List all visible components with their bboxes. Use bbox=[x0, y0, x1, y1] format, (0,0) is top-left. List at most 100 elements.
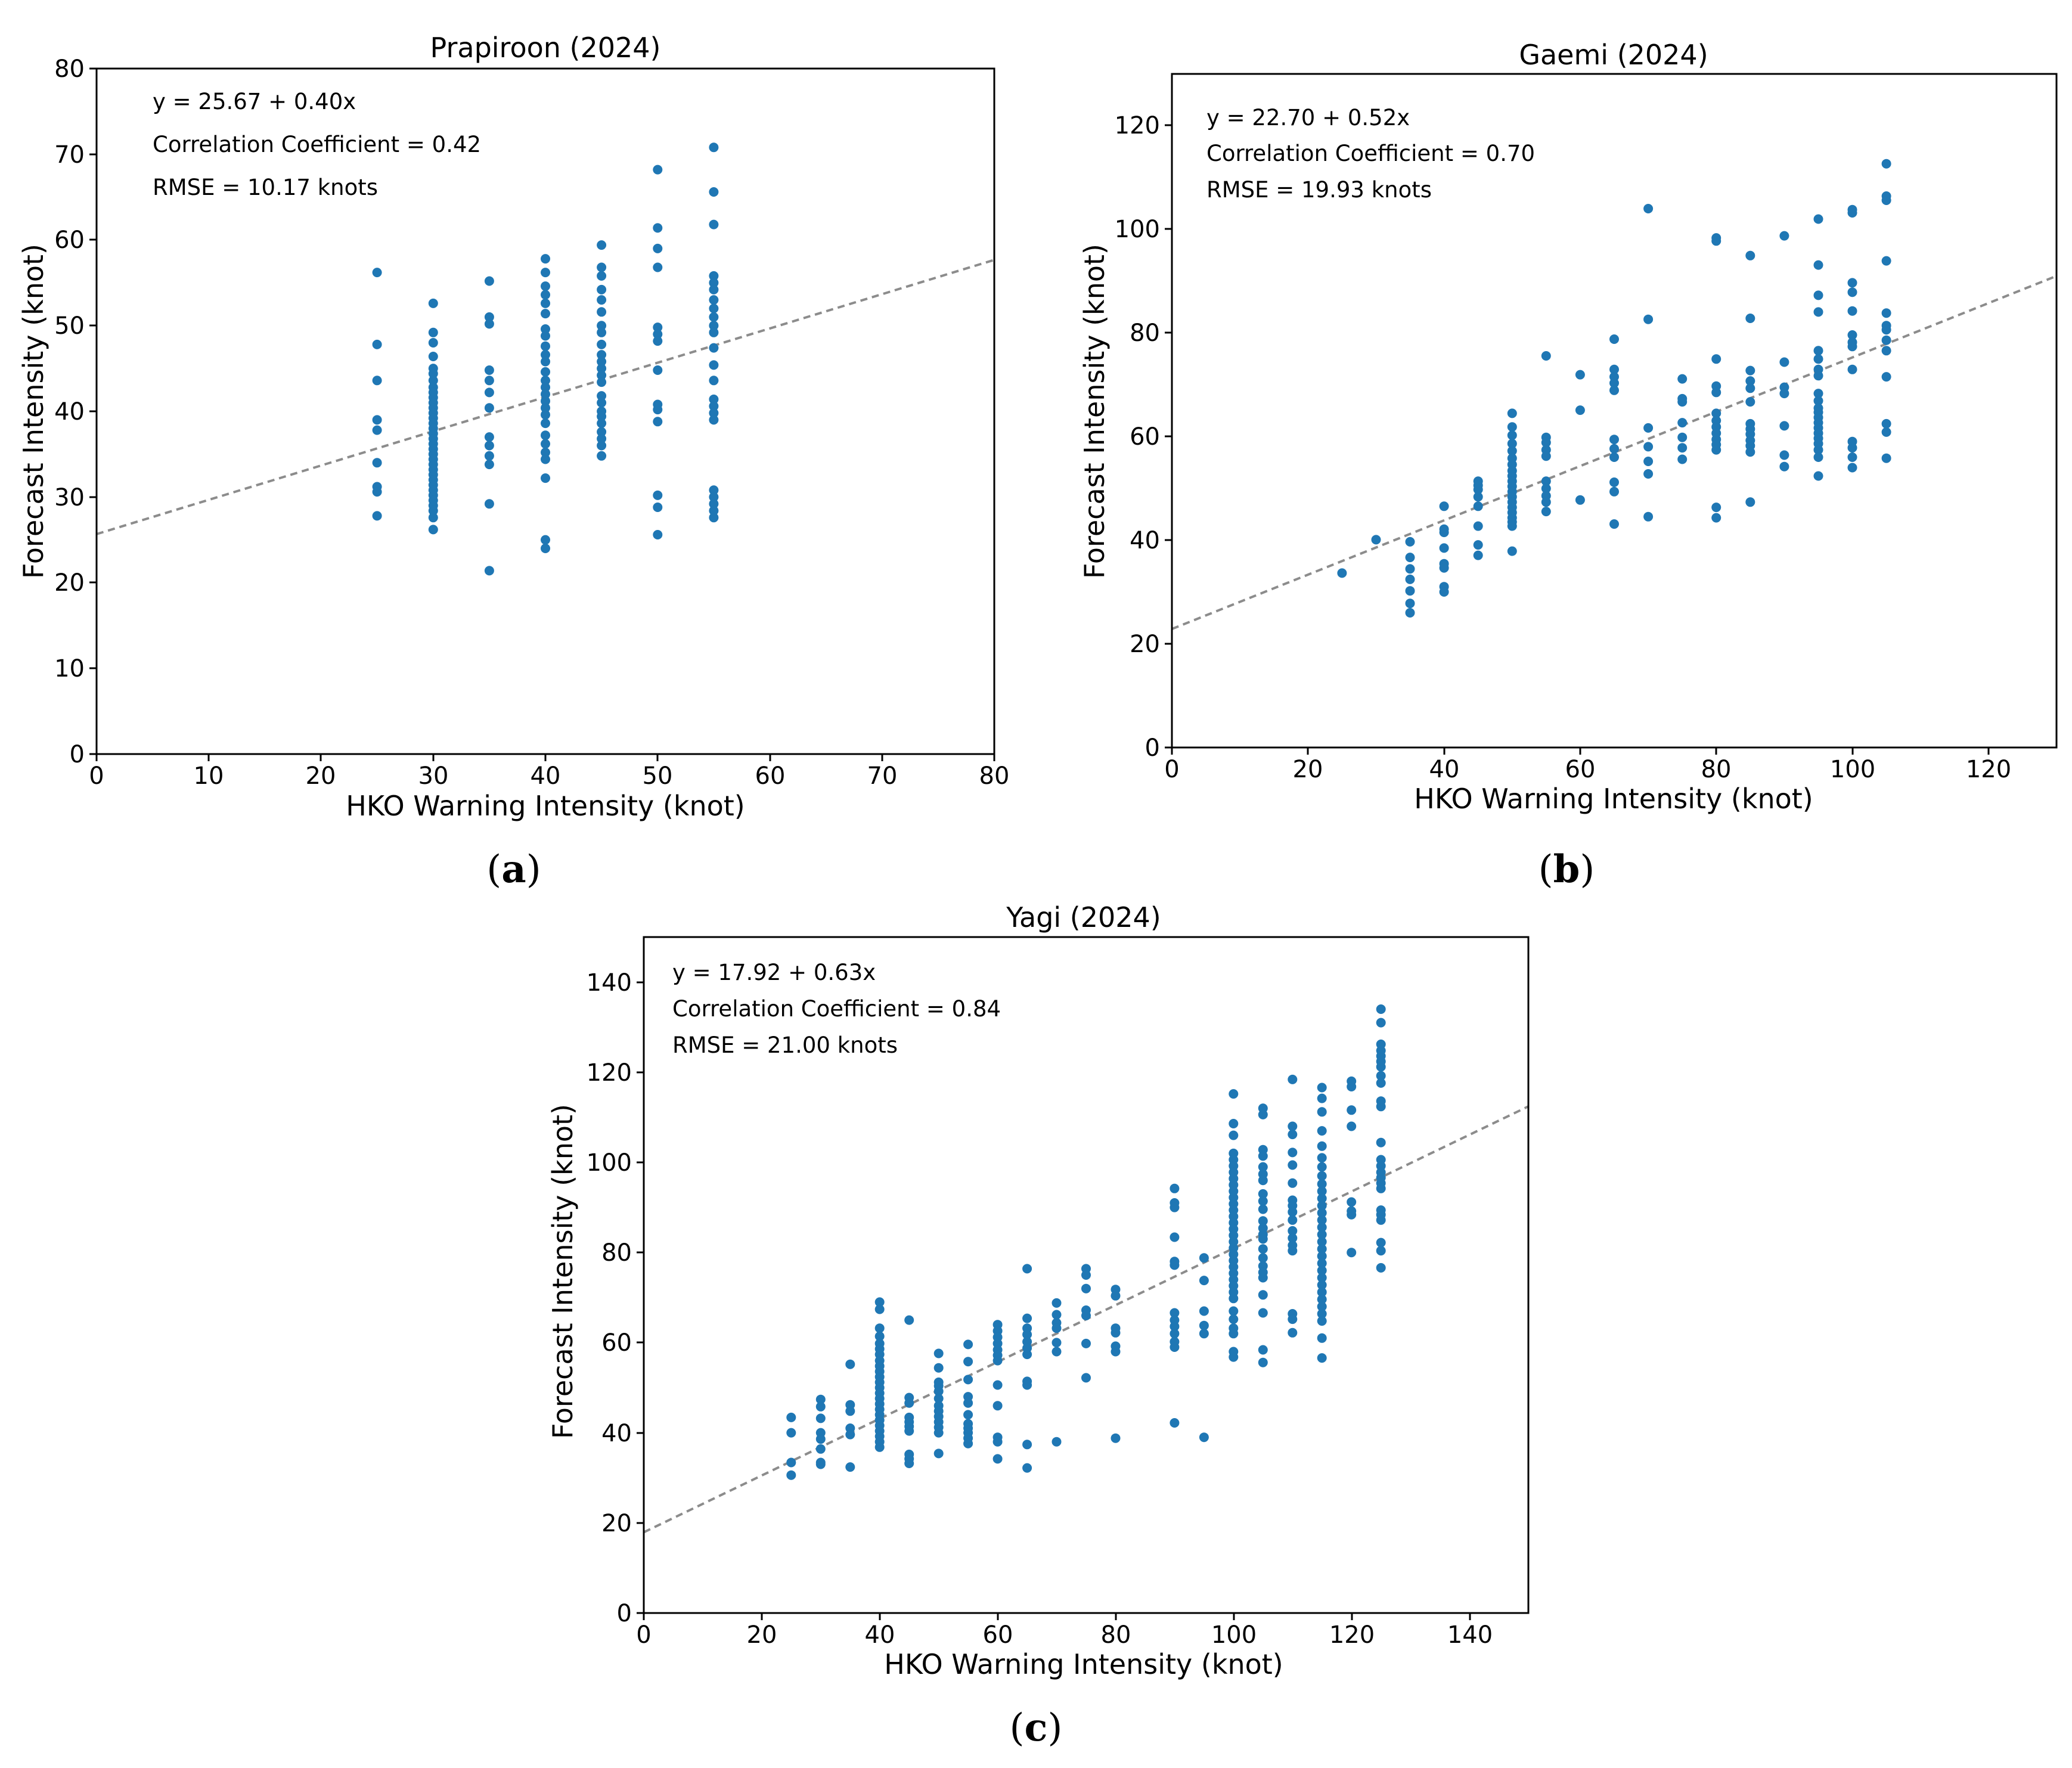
chart-a-data-point bbox=[709, 492, 719, 502]
chart-c-data-point bbox=[1258, 1234, 1268, 1244]
chart-c-data-point bbox=[1170, 1232, 1180, 1242]
chart-a-data-point bbox=[597, 262, 607, 272]
chart-b-xtick-label: 120 bbox=[1966, 756, 2011, 783]
chart-c-data-point bbox=[1258, 1345, 1268, 1355]
chart-c-y-axis: 0 20 40 60 80 100 120 140 bbox=[587, 969, 644, 1627]
chart-c-data-point bbox=[1081, 1311, 1091, 1320]
chart-a-data-point bbox=[709, 271, 719, 281]
chart-c-data-point bbox=[1317, 1201, 1327, 1211]
chart-c-data-point bbox=[1288, 1130, 1298, 1140]
chart-c-data-point bbox=[1229, 1306, 1239, 1316]
chart-c-xtick-label: 40 bbox=[865, 1621, 895, 1649]
chart-a-y-axis-label: Forecast Intensity (knot) bbox=[17, 244, 49, 579]
chart-b-data-point bbox=[1643, 469, 1654, 479]
chart-c-data-point bbox=[1081, 1373, 1091, 1383]
chart-a-data-point bbox=[709, 327, 719, 337]
chart-a-data-point bbox=[597, 434, 607, 443]
chart-c-data-point bbox=[1317, 1316, 1327, 1326]
chart-b-data-point bbox=[1745, 365, 1755, 376]
chart-a-data-point bbox=[709, 513, 719, 523]
chart-a-data-point bbox=[541, 403, 550, 413]
chart-b-xtick-label: 100 bbox=[1830, 756, 1875, 783]
chart-a-xtick-label: 70 bbox=[867, 762, 898, 790]
chart-a-ytick-label: 40 bbox=[54, 398, 85, 426]
chart-c-data-point bbox=[1317, 1294, 1327, 1304]
chart-c-data-point bbox=[1317, 1287, 1327, 1297]
chart-a-xtick-label: 60 bbox=[755, 762, 786, 790]
chart-a-data-point bbox=[597, 418, 607, 429]
chart-c-data-point bbox=[1288, 1314, 1298, 1325]
chart-a-data-point bbox=[428, 376, 438, 386]
chart-a-data-point bbox=[428, 505, 438, 516]
chart-c-data-point bbox=[1288, 1147, 1298, 1158]
chart-c-data-point bbox=[1051, 1310, 1062, 1320]
chart-a-data-point bbox=[541, 309, 550, 319]
chart-c-data-point bbox=[874, 1331, 885, 1341]
chart-b-data-point bbox=[1881, 427, 1891, 437]
chart-b-data-point bbox=[1507, 408, 1517, 418]
chart-a-data-point bbox=[428, 525, 438, 535]
chart-b-data-point bbox=[1779, 389, 1789, 399]
chart-b-data-point bbox=[1881, 159, 1891, 169]
chart-c-ytick-label: 80 bbox=[601, 1239, 632, 1267]
chart-c-data-point bbox=[1288, 1207, 1298, 1217]
chart-b-data-point bbox=[1541, 483, 1551, 494]
chart-b-data-point bbox=[1643, 423, 1654, 433]
chart-a-data-point bbox=[484, 460, 494, 470]
chart-a-data-point bbox=[709, 303, 719, 314]
chart-a-data-point bbox=[709, 376, 719, 386]
chart-b-data-point bbox=[1575, 495, 1585, 505]
chart-b-data-point bbox=[1847, 443, 1857, 453]
chart-b-data-point bbox=[1405, 608, 1415, 618]
chart-a-data-point bbox=[541, 350, 550, 360]
chart-a-data-point bbox=[541, 290, 550, 300]
chart-a-data-point bbox=[597, 364, 607, 374]
chart-a-data-point bbox=[597, 271, 607, 281]
chart-a-data-point bbox=[653, 365, 663, 375]
chart-c-data-point bbox=[874, 1323, 885, 1333]
chart-a-xtick-label: 10 bbox=[194, 762, 224, 790]
chart-a-data-point bbox=[597, 411, 607, 421]
chart-c-data-point bbox=[1288, 1327, 1298, 1338]
chart-b-data-point bbox=[1711, 408, 1722, 418]
chart-a-data-point bbox=[541, 356, 550, 367]
chart-b-data-point bbox=[1881, 453, 1891, 463]
chart-panel-a: Prapiroon (2024) 0 10 20 30 40 50 60 70 … bbox=[17, 32, 1009, 892]
chart-a-data-point bbox=[653, 262, 663, 272]
chart-c-data-point bbox=[933, 1448, 944, 1459]
chart-c-data-point bbox=[786, 1428, 796, 1438]
chart-a-data-point bbox=[653, 417, 663, 427]
chart-a-data-point bbox=[484, 499, 494, 509]
chart-b-data-point bbox=[1643, 511, 1654, 522]
chart-c-data-point bbox=[1347, 1197, 1357, 1207]
chart-c-data-point bbox=[1288, 1160, 1298, 1170]
chart-b-data-point bbox=[1677, 454, 1688, 464]
chart-a-data-point bbox=[372, 511, 382, 521]
chart-b-data-point bbox=[1813, 371, 1823, 381]
chart-a-data-point bbox=[541, 454, 550, 464]
chart-a-data-point bbox=[541, 367, 550, 377]
chart-b-data-point bbox=[1745, 383, 1755, 393]
chart-a-data-point bbox=[597, 451, 607, 461]
chart-b-data-point bbox=[1711, 354, 1722, 364]
chart-c-data-point bbox=[1288, 1074, 1298, 1084]
chart-b-data-point bbox=[1745, 250, 1755, 260]
chart-c-data-point bbox=[1229, 1130, 1239, 1140]
chart-c-ytick-label: 40 bbox=[601, 1420, 632, 1447]
chart-c-xtick-label: 120 bbox=[1329, 1621, 1375, 1649]
chart-c-data-point bbox=[1051, 1437, 1062, 1447]
chart-c-x-axis-label: HKO Warning Intensity (knot) bbox=[884, 1648, 1283, 1680]
chart-b-data-point bbox=[1711, 387, 1722, 398]
chart-b-data-point bbox=[1677, 432, 1688, 442]
chart-c-data-point bbox=[963, 1410, 973, 1420]
chart-c-data-point bbox=[1317, 1082, 1327, 1093]
chart-a-data-point bbox=[709, 485, 719, 495]
chart-c-data-point bbox=[874, 1442, 885, 1452]
chart-b-data-point bbox=[1609, 443, 1619, 454]
chart-c-data-point bbox=[1288, 1178, 1298, 1188]
chart-a-points bbox=[372, 142, 719, 576]
chart-b-ytick-label: 60 bbox=[1130, 423, 1160, 451]
chart-c-data-point bbox=[1229, 1294, 1239, 1304]
chart-c-data-point bbox=[1376, 1215, 1386, 1225]
chart-b-data-point bbox=[1507, 430, 1517, 441]
